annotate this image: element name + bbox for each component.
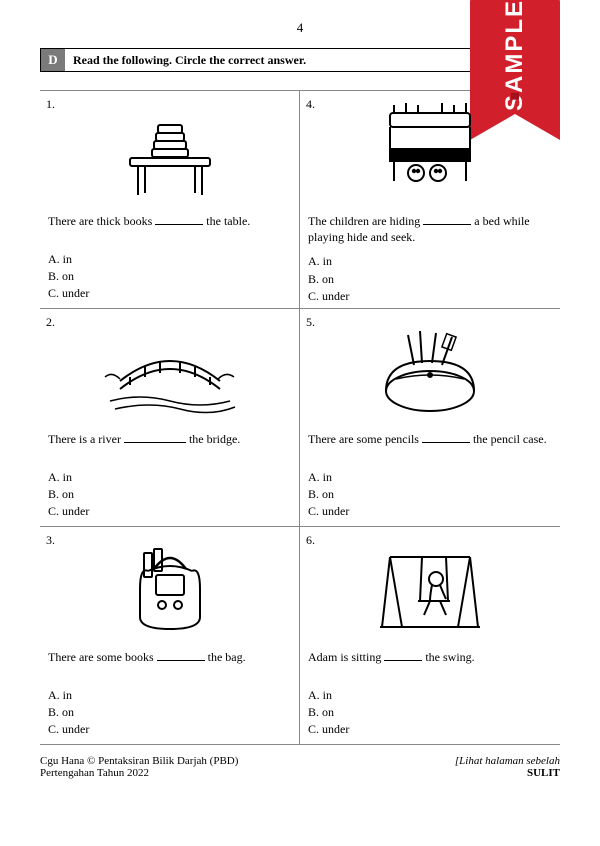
question-number: 2. (46, 315, 55, 330)
child-on-swing-icon (308, 539, 552, 639)
question-number: 5. (306, 315, 315, 330)
question-number: 3. (46, 533, 55, 548)
question-cell: 3. There are some books the bag. A. in B… (40, 527, 300, 745)
bridge-over-river-icon (48, 321, 291, 421)
answer-options: A. in B. on C. under (48, 469, 291, 520)
answer-options: A. in B. on C. under (308, 253, 552, 304)
question-number: 6. (306, 533, 315, 548)
page-footer: Cgu Hana © Pentaksiran Bilik Darjah (PBD… (40, 755, 560, 779)
question-cell: 2. There is a river the bridge. A. in B.… (40, 309, 300, 527)
question-cell: 4. The children are hiding a bed while p… (300, 91, 560, 309)
question-number: 1. (46, 97, 55, 112)
question-sentence: There are some pencils the pencil case. (308, 431, 552, 461)
question-number: 4. (306, 97, 315, 112)
question-sentence: Adam is sitting the swing. (308, 649, 552, 679)
question-sentence: The children are hiding a bed while play… (308, 213, 552, 245)
question-grid: 1. There are thick books the table. A. i… (40, 90, 560, 745)
answer-options: A. in B. on C. under (308, 687, 552, 738)
question-cell: 5. There are some pencils the pencil cas… (300, 309, 560, 527)
pencil-case-icon (308, 321, 552, 421)
answer-options: A. in B. on C. under (48, 251, 291, 302)
answer-options: A. in B. on C. under (48, 687, 291, 738)
footer-right: [Lihat halaman sebelah SULIT (455, 755, 560, 779)
question-sentence: There are some books the bag. (48, 649, 291, 679)
question-cell: 6. Adam is sitting the swing. A (300, 527, 560, 745)
footer-left: Cgu Hana © Pentaksiran Bilik Darjah (PBD… (40, 755, 238, 779)
question-sentence: There is a river the bridge. (48, 431, 291, 461)
question-sentence: There are thick books the table. (48, 213, 291, 243)
children-under-bed-icon (308, 103, 552, 203)
section-letter: D (41, 49, 65, 71)
answer-options: A. in B. on C. under (308, 469, 552, 520)
books-on-table-icon (48, 103, 291, 203)
question-cell: 1. There are thick books the table. A. i… (40, 91, 300, 309)
books-in-bag-icon (48, 539, 291, 639)
